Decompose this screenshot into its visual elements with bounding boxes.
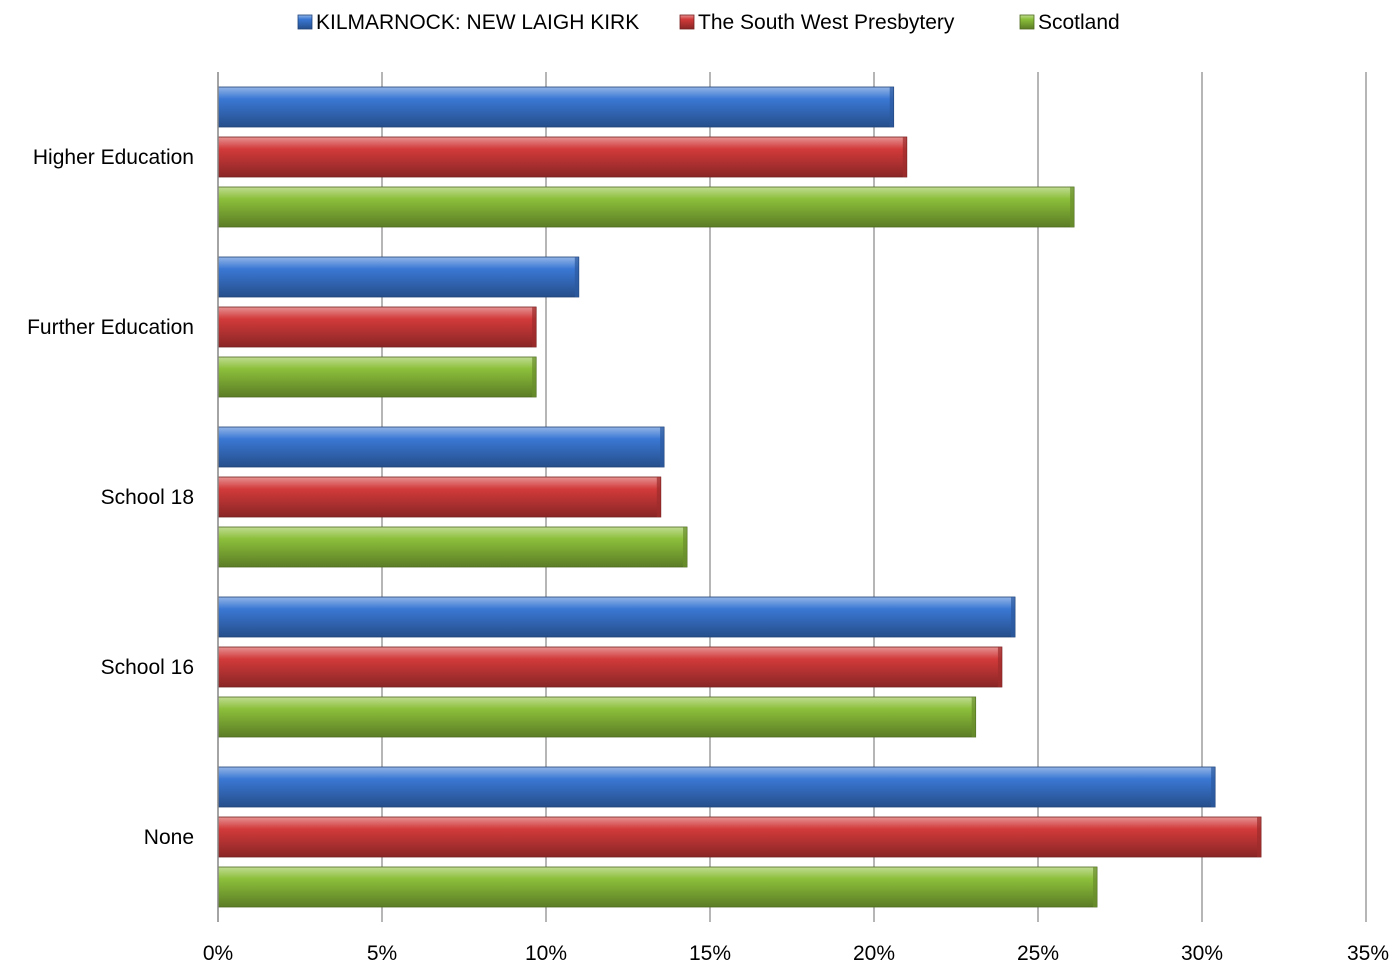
bar-end-cap <box>997 647 1002 687</box>
legend-label: The South West Presbytery <box>698 11 955 34</box>
x-tick-label: 20% <box>853 942 895 964</box>
bar <box>217 136 908 178</box>
bar <box>217 256 580 298</box>
category-label: Further Education <box>27 316 194 339</box>
category-label: None <box>144 826 194 849</box>
x-tick-label: 5% <box>367 942 397 964</box>
bar-end-cap <box>889 87 894 127</box>
x-tick-label: 10% <box>525 942 567 964</box>
bar <box>217 426 665 468</box>
bar-end-cap <box>902 137 907 177</box>
x-tick-labels: 0% 5% 10% 15% 20% 25% 30% 35% <box>203 942 1389 964</box>
bar <box>217 646 1003 688</box>
bar-end-cap <box>971 697 976 737</box>
bar-end-cap <box>656 477 661 517</box>
bar-end-cap <box>532 357 537 397</box>
bar-end-cap <box>574 257 579 297</box>
category-labels: Higher Education Further Education School … <box>27 146 194 849</box>
bar-end-cap <box>1070 187 1075 227</box>
bar <box>217 306 537 348</box>
x-tick-label: 35% <box>1347 942 1389 964</box>
x-tick-label: 15% <box>689 942 731 964</box>
bar <box>217 476 662 518</box>
bar <box>217 186 1075 228</box>
bar <box>217 696 977 738</box>
bar <box>217 596 1016 638</box>
bar-end-cap <box>1257 817 1262 857</box>
legend-label: KILMARNOCK: NEW LAIGH KIRK <box>316 11 639 34</box>
bar-end-cap <box>683 527 688 567</box>
bar-end-cap <box>1093 867 1098 907</box>
x-tick-label: 0% <box>203 942 233 964</box>
legend-swatch <box>679 14 695 30</box>
bar <box>217 356 537 398</box>
bar-end-cap <box>1011 597 1016 637</box>
bar <box>217 816 1262 858</box>
x-tick-label: 30% <box>1181 942 1223 964</box>
bar <box>217 86 895 128</box>
bars <box>217 86 1262 908</box>
legend-label: Scotland <box>1038 11 1120 34</box>
category-label: School 16 <box>101 656 194 679</box>
bar <box>217 526 688 568</box>
legend-swatch <box>297 14 313 30</box>
bar-end-cap <box>660 427 665 467</box>
bar <box>217 766 1216 808</box>
legend-swatch <box>1019 14 1035 30</box>
x-tick-label: 25% <box>1017 942 1059 964</box>
bar-end-cap <box>532 307 537 347</box>
bar <box>217 866 1098 908</box>
category-label: Higher Education <box>33 146 194 169</box>
bar-end-cap <box>1211 767 1216 807</box>
category-label: School 18 <box>101 486 194 509</box>
legend: KILMARNOCK: NEW LAIGH KIRK The South West… <box>297 11 1120 34</box>
